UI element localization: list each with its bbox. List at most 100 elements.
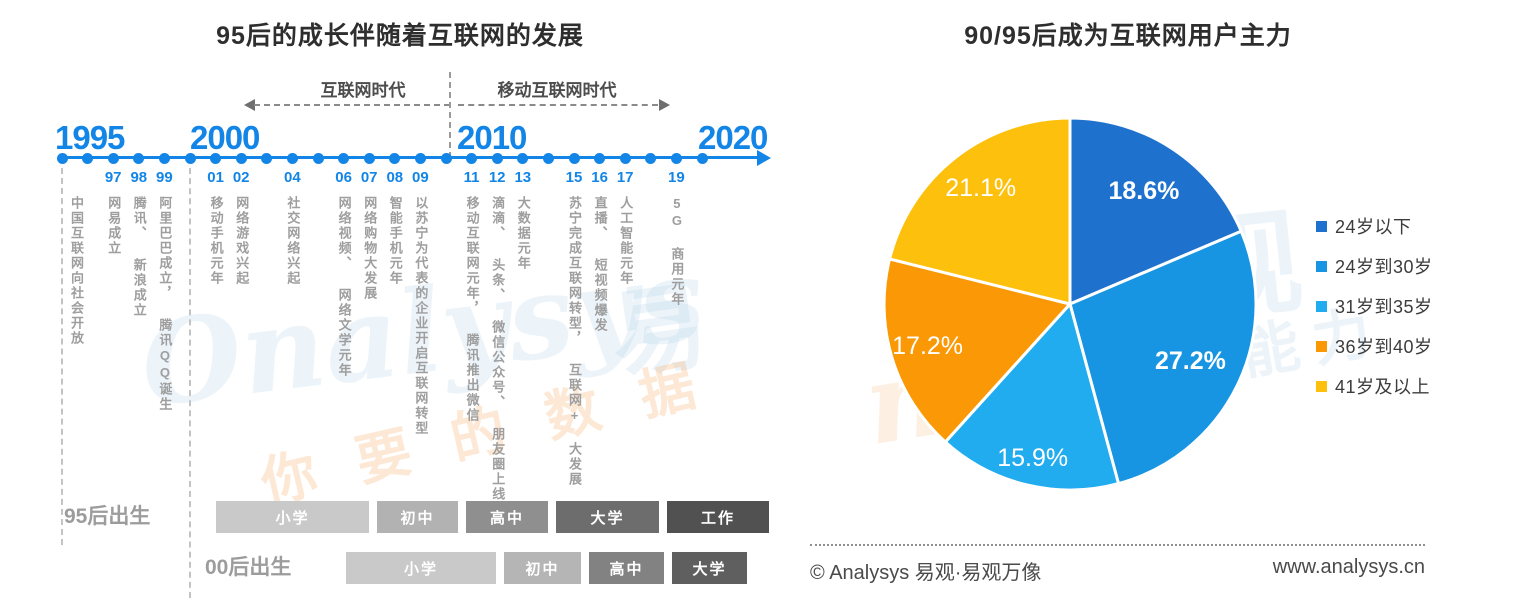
timeline-layer: 1995 2000 2010 2020 97 98 99 01 02 04 06 07 08 09 11 12…: [55, 119, 768, 502]
pie-title: 90/95后成为互联网用户主力: [964, 22, 1292, 50]
education-stage-大学: 大学: [672, 552, 747, 584]
timeline-dot-2003: [261, 152, 273, 164]
timeline-dot-1999: [158, 152, 170, 164]
legend-label-36岁到40岁: 36岁到40岁: [1335, 337, 1433, 357]
pie-slice-24岁到30岁: [1068, 229, 1258, 486]
timeline-dot-2019: [670, 152, 682, 164]
legend-swatch-icon-24岁到30岁: [1316, 260, 1327, 272]
pie-legend: 24岁以下 24岁到30岁 31岁到35岁 36岁到40岁 41岁及以上: [1316, 206, 1433, 406]
era-arrow-line-right: [458, 104, 658, 106]
timeline-dot-2008: [389, 152, 401, 164]
education-stage-小学: 小学: [346, 552, 496, 584]
timeline-dot-1995: [56, 152, 68, 164]
minor-year-15: 15: [565, 169, 583, 186]
legend-label-41岁及以上: 41岁及以上: [1335, 377, 1431, 397]
legend-item-36岁到40岁: 36岁到40岁: [1316, 326, 1433, 366]
timeline-dot-2002: [235, 152, 247, 164]
event-2015: 苏宁完成互联网转型， 互联网+ 大发展: [567, 196, 582, 487]
legend-swatch-icon-36岁到40岁: [1316, 340, 1327, 352]
timeline-axis-line: [60, 156, 766, 159]
event-2009: 以苏宁为代表的企业开启互联网转型: [413, 196, 429, 436]
event-1998: 腾讯、 新浪成立: [131, 196, 147, 318]
timeline-dot-2016: [594, 152, 606, 164]
timeline-dot-2012: [491, 152, 503, 164]
event-2004: 社交网络兴起: [285, 196, 301, 286]
era-arrow-line-left: [254, 104, 450, 106]
legend-item-24岁以下: 24岁以下: [1316, 206, 1433, 246]
footer-website-link: www.analysys.cn: [1272, 556, 1425, 578]
minor-year-17: 17: [616, 169, 634, 186]
major-year-2010: 2010: [457, 119, 527, 156]
pie-chart-svg: 18.6% 27.2% 15.9% 17.2% 21.1%: [882, 116, 1258, 492]
timeline-dot-2005: [312, 152, 324, 164]
minor-year-12: 12: [488, 169, 506, 186]
legend-swatch-icon-24岁以下: [1316, 220, 1327, 232]
event-2001: 移动手机元年: [208, 196, 224, 286]
event-1999: 阿里巴巴成立， 腾讯QQ诞生: [157, 196, 173, 412]
education-row-0: 小学 初中 高中 大学 工作: [216, 501, 769, 533]
timeline-dot-2011: [466, 152, 478, 164]
minor-year-02: 02: [232, 169, 250, 186]
event-2008: 智能手机元年: [387, 196, 403, 286]
footer-divider: [810, 544, 1425, 546]
event-2013: 大数据元年: [515, 196, 531, 271]
education-stage-大学: 大学: [556, 501, 659, 533]
minor-year-97: 97: [104, 169, 122, 186]
education-stage-高中: 高中: [466, 501, 548, 533]
era-arrowhead-right-icon: [659, 99, 670, 111]
timeline-title: 95后的成长伴随着互联网的发展: [216, 22, 584, 50]
era-arrowhead-left-icon: [244, 99, 255, 111]
timeline-dot-2015: [568, 152, 580, 164]
minor-year-16: 16: [591, 169, 608, 186]
timeline-dot-2001: [210, 152, 222, 164]
timeline-dot-2009: [414, 152, 426, 164]
minor-year-19: 19: [668, 169, 685, 186]
pie-value-label-41岁及以上: 21.1%: [945, 174, 1016, 202]
birth-1995-dashed-line: [61, 168, 63, 545]
era-label-mobile-internet: 移动互联网时代: [497, 81, 617, 100]
education-stage-小学: 小学: [216, 501, 369, 533]
event-2012: 滴滴、 头条、 微信公众号、 朋友圈上线: [490, 196, 506, 502]
footer-copyright: © Analysys 易观·易观万像: [810, 562, 1042, 584]
minor-year-07: 07: [360, 169, 378, 186]
pie-slice-41岁及以上: [888, 116, 1072, 306]
pie-value-label-31岁到35岁: 15.9%: [997, 444, 1068, 472]
timeline-dot-1998: [133, 152, 145, 164]
event-2016: 直播、 短视频爆发: [592, 196, 608, 333]
education-row-1: 小学 初中 高中 大学: [346, 552, 747, 584]
legend-label-24岁以下: 24岁以下: [1335, 217, 1412, 237]
major-year-2000: 2000: [190, 119, 260, 156]
major-year-1995: 1995: [55, 119, 125, 156]
timeline-dot-2013: [517, 152, 529, 164]
pie-slice-36岁到40岁: [882, 257, 1072, 444]
timeline-dot-2000: [184, 152, 196, 164]
birth-cohort-label-0: 95后出生: [64, 505, 151, 528]
education-stage-初中: 初中: [504, 552, 581, 584]
legend-item-24岁到30岁: 24岁到30岁: [1316, 246, 1433, 286]
legend-item-31岁到35岁: 31岁到35岁: [1316, 286, 1433, 326]
timeline-dot-2010: [440, 152, 452, 164]
pie-value-label-24岁以下: 18.6%: [1108, 177, 1179, 205]
legend-swatch-icon-41岁及以上: [1316, 380, 1327, 392]
pie-value-label-36岁到40岁: 17.2%: [892, 332, 963, 360]
major-year-2020: 2020: [698, 119, 768, 156]
minor-year-98: 98: [130, 169, 148, 186]
timeline-dot-1996: [82, 152, 94, 164]
event-2011: 移动互联网元年， 腾讯推出微信: [464, 196, 480, 423]
education-rows-layer: 95后出生 小学 初中 高中 大学 工作 00后出生 小学 初中 高中 大学: [64, 501, 769, 584]
timeline-dot-2007: [363, 152, 375, 164]
event-2006: 网络视频、 网络文学元年: [336, 196, 352, 378]
timeline-dot-2004: [286, 152, 298, 164]
education-stage-初中: 初中: [377, 501, 458, 533]
era-divider-2010-line: [449, 72, 451, 158]
timeline-dot-2020: [696, 152, 708, 164]
minor-year-08: 08: [386, 169, 404, 186]
birth-2000-dashed-line: [189, 168, 191, 598]
event-2019: 5G 商用元年: [669, 196, 685, 307]
legend-label-31岁到35岁: 31岁到35岁: [1335, 297, 1433, 317]
minor-year-01: 01: [207, 169, 224, 186]
minor-year-09: 09: [412, 169, 429, 186]
event-2002: 网络游戏兴起: [234, 196, 250, 286]
timeline-dot-2018: [645, 152, 657, 164]
